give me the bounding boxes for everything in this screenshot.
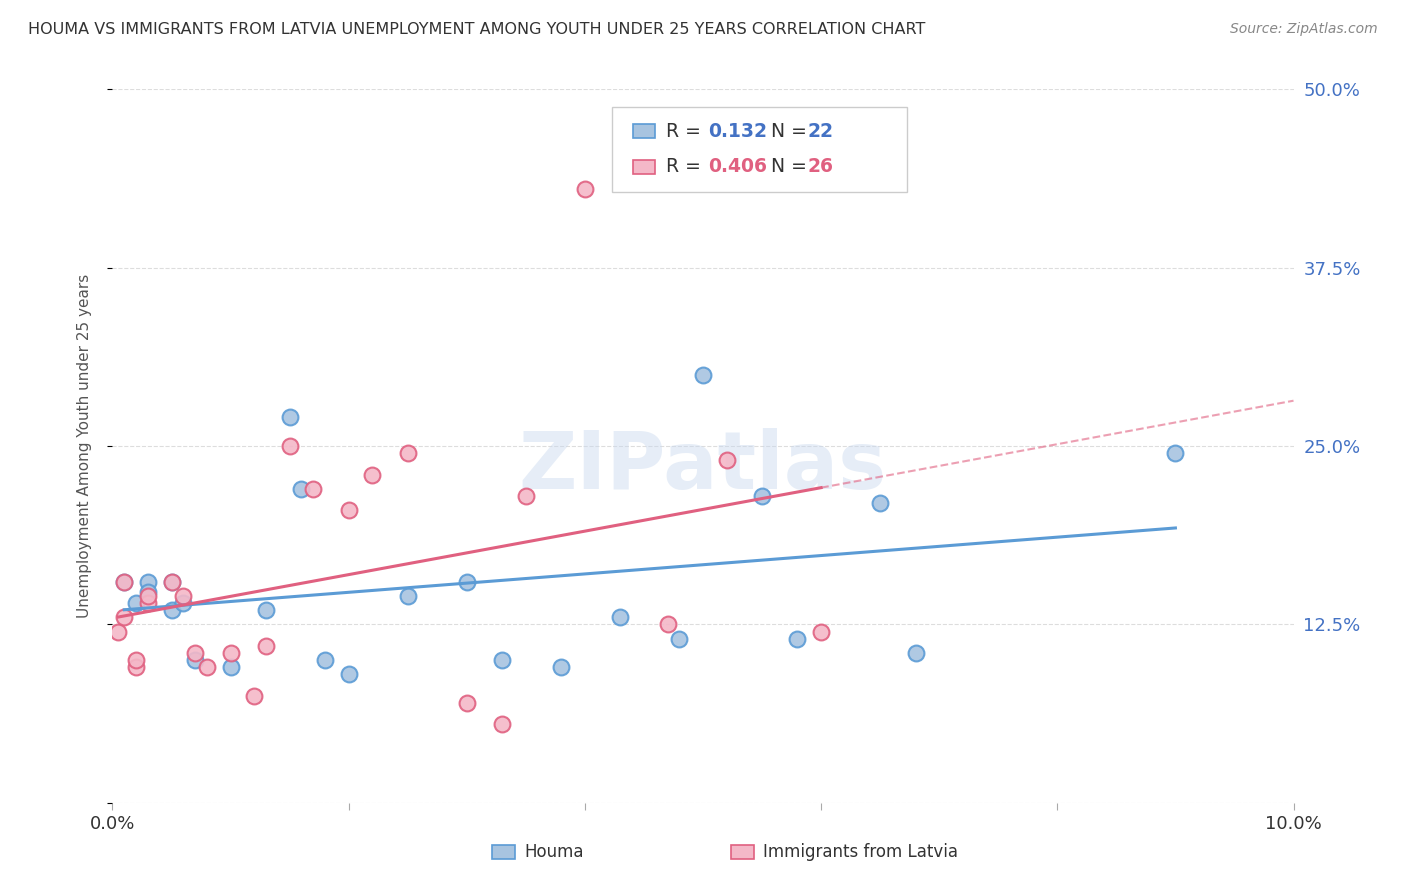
Point (136, 584, 159, 599)
Point (396, 589, 419, 603)
Point (515, 489, 537, 503)
Point (716, 453, 738, 467)
Point (278, 410, 301, 425)
Point (456, 574, 478, 589)
Point (254, 603, 277, 617)
Point (278, 439, 301, 453)
Point (491, 717, 513, 731)
Point (657, 617, 679, 632)
Text: N =: N = (759, 121, 813, 141)
Text: R =: R = (666, 157, 707, 177)
Point (172, 596, 194, 610)
Point (314, 653, 336, 667)
Text: Immigrants from Latvia: Immigrants from Latvia (763, 843, 959, 861)
Point (1164, 446, 1187, 460)
Point (125, 653, 148, 667)
Point (550, 660, 572, 674)
Point (219, 660, 242, 674)
Point (112, 574, 135, 589)
Point (136, 589, 159, 603)
Point (751, 489, 773, 503)
Point (112, 610, 135, 624)
Point (574, 182, 596, 196)
Point (456, 696, 478, 710)
Point (136, 574, 159, 589)
Point (125, 660, 148, 674)
Point (172, 589, 194, 603)
Point (609, 610, 631, 624)
Text: 26: 26 (807, 157, 832, 177)
Point (337, 667, 360, 681)
Point (136, 596, 159, 610)
Point (195, 660, 218, 674)
Point (786, 632, 808, 646)
Point (692, 368, 714, 382)
Point (491, 653, 513, 667)
Text: Source: ZipAtlas.com: Source: ZipAtlas.com (1230, 22, 1378, 37)
Point (160, 603, 183, 617)
Point (184, 646, 207, 660)
Y-axis label: Unemployment Among Youth under 25 years: Unemployment Among Youth under 25 years (77, 274, 91, 618)
Text: 0.406: 0.406 (709, 157, 768, 177)
Point (160, 574, 183, 589)
Point (302, 482, 325, 496)
Point (337, 503, 360, 517)
Text: N =: N = (759, 157, 813, 177)
Point (160, 574, 183, 589)
Point (254, 639, 277, 653)
Text: R =: R = (666, 121, 707, 141)
Point (219, 646, 242, 660)
Point (290, 482, 312, 496)
Point (184, 653, 207, 667)
Point (112, 574, 135, 589)
Point (107, 624, 129, 639)
Text: HOUMA VS IMMIGRANTS FROM LATVIA UNEMPLOYMENT AMONG YOUTH UNDER 25 YEARS CORRELAT: HOUMA VS IMMIGRANTS FROM LATVIA UNEMPLOY… (28, 22, 925, 37)
Text: 22: 22 (807, 121, 832, 141)
Text: 0.132: 0.132 (709, 121, 768, 141)
Point (904, 646, 927, 660)
Point (361, 467, 384, 482)
Point (810, 624, 832, 639)
Point (869, 496, 891, 510)
Point (125, 596, 148, 610)
Point (243, 689, 266, 703)
Point (668, 632, 690, 646)
Point (396, 446, 419, 460)
Text: ZIPatlas: ZIPatlas (519, 428, 887, 507)
Text: Houma: Houma (524, 843, 583, 861)
